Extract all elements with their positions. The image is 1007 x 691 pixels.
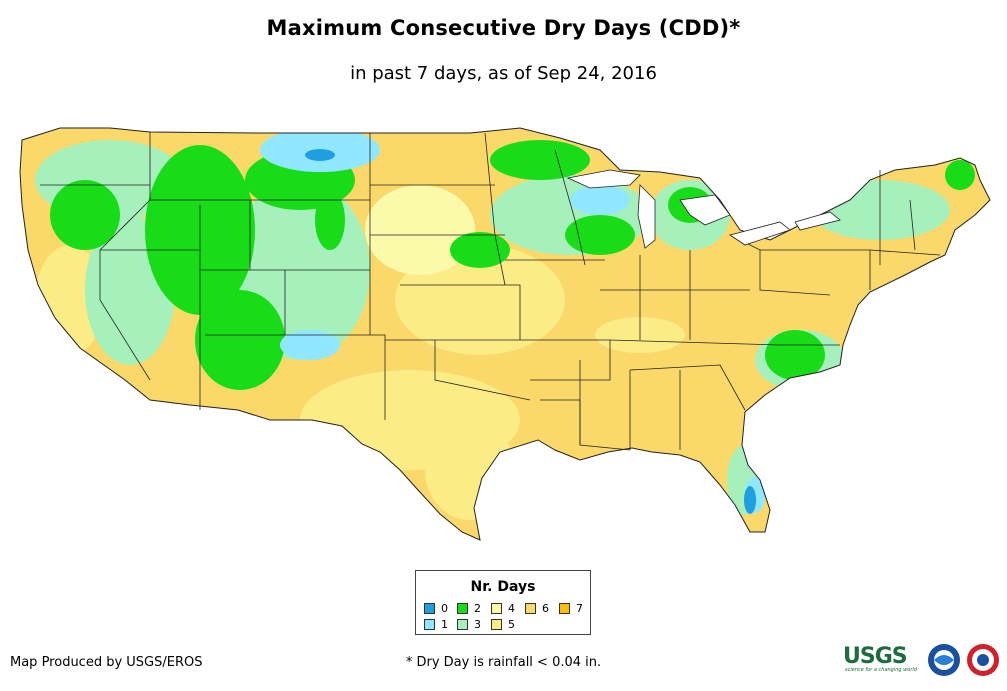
legend-title: Nr. Days <box>470 579 536 595</box>
legend-swatch <box>424 603 435 614</box>
legend-item-1: 1 <box>424 619 448 631</box>
credit-text: Map Produced by USGS/EROS <box>10 655 203 670</box>
legend-item-2: 2 <box>457 603 481 615</box>
legend-label: 2 <box>474 602 481 615</box>
legend-label: 6 <box>542 602 549 615</box>
legend-swatch <box>457 603 468 614</box>
legend: Nr. Days 0 1 2 3 4 5 6 7 <box>415 570 591 635</box>
legend-swatch <box>491 603 502 614</box>
nws-logo-icon <box>967 644 999 676</box>
usgs-logo: USGS <box>843 644 908 669</box>
usgs-tagline: science for a changing world <box>845 667 917 673</box>
footnote-text: * Dry Day is rainfall < 0.04 in. <box>405 655 602 670</box>
legend-item-5: 5 <box>491 619 515 631</box>
legend-item-7: 7 <box>559 603 583 615</box>
legend-label: 5 <box>508 618 515 631</box>
agency-logos: USGS science for a changing world <box>843 640 1003 680</box>
map-title: Maximum Consecutive Dry Days (CDD)* <box>266 16 741 40</box>
legend-swatch <box>559 603 570 614</box>
legend-label: 7 <box>576 602 583 615</box>
legend-item-4: 4 <box>491 603 515 615</box>
legend-swatch <box>525 603 536 614</box>
legend-label: 3 <box>474 618 481 631</box>
legend-item-0: 0 <box>424 603 448 615</box>
legend-item-3: 3 <box>457 619 481 631</box>
map-subtitle: in past 7 days, as of Sep 24, 2016 <box>350 63 657 84</box>
legend-item-6: 6 <box>525 603 549 615</box>
legend-swatch <box>424 619 435 630</box>
legend-swatch <box>457 619 468 630</box>
legend-label: 1 <box>441 618 448 631</box>
noaa-logo-icon <box>928 644 960 676</box>
legend-label: 4 <box>508 602 515 615</box>
legend-swatch <box>491 619 502 630</box>
legend-label: 0 <box>441 602 448 615</box>
